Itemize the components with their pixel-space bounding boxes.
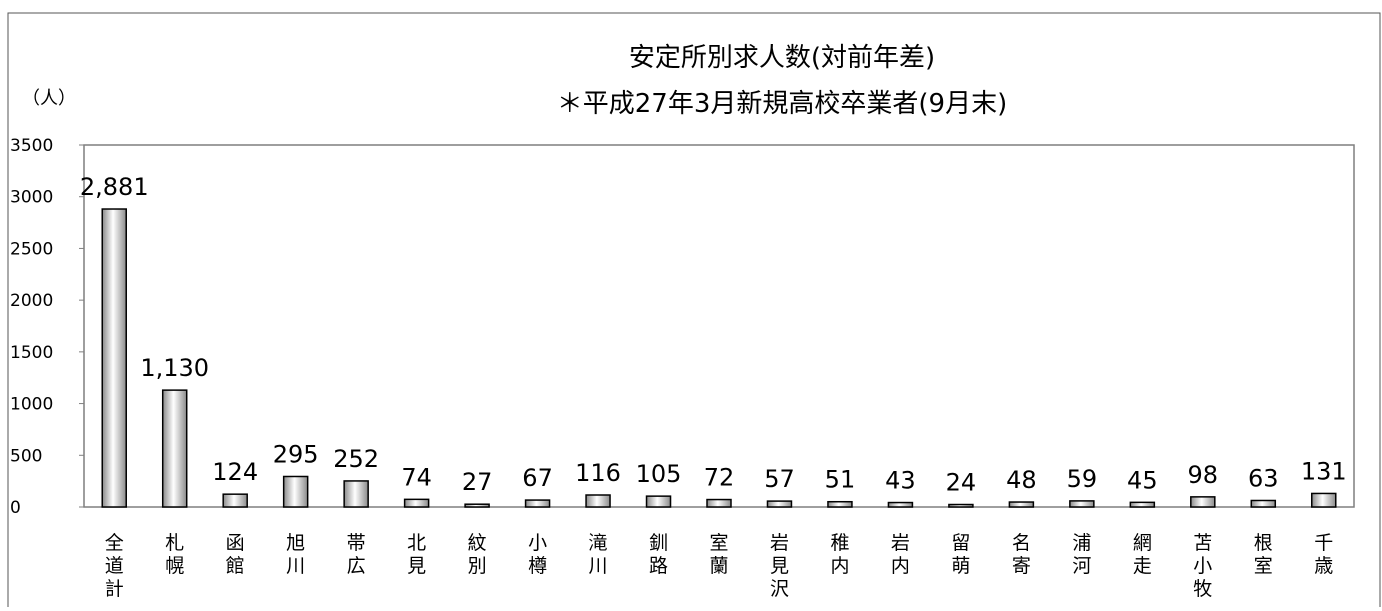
bar bbox=[343, 480, 369, 508]
x-tick-label: 旭川 bbox=[286, 532, 305, 577]
y-tick-label: 1000 bbox=[10, 395, 53, 415]
data-label: 2,881 bbox=[80, 173, 149, 201]
data-label: 105 bbox=[636, 460, 682, 488]
x-tick-label: 札幌 bbox=[165, 532, 184, 577]
bar bbox=[585, 494, 611, 508]
x-tick-label: 小樽 bbox=[528, 532, 547, 577]
data-label: 74 bbox=[401, 463, 432, 491]
y-tick-label: 3000 bbox=[10, 188, 53, 208]
bar bbox=[1008, 501, 1035, 508]
x-tick-label: 千歳 bbox=[1314, 532, 1333, 577]
data-label: 67 bbox=[522, 464, 553, 492]
data-label: 48 bbox=[1006, 466, 1037, 494]
x-tick-label: 北見 bbox=[407, 532, 426, 577]
y-tick-label: 0 bbox=[10, 498, 21, 518]
x-tick-label: 根室 bbox=[1254, 532, 1273, 577]
data-label: 72 bbox=[704, 464, 735, 492]
chart-title: 安定所別求人数(対前年差) bbox=[629, 43, 935, 73]
bars bbox=[101, 208, 1337, 508]
bar bbox=[282, 475, 309, 508]
bar bbox=[948, 503, 974, 508]
data-label: 63 bbox=[1248, 464, 1279, 492]
x-tick-label: 網走 bbox=[1133, 532, 1152, 577]
bar bbox=[1069, 500, 1095, 508]
x-tick-label: 紋別 bbox=[468, 532, 487, 577]
bar bbox=[403, 498, 430, 508]
bar bbox=[1311, 492, 1337, 508]
bar bbox=[1190, 496, 1216, 508]
bar bbox=[706, 498, 732, 508]
x-tick-label: 留萌 bbox=[951, 532, 970, 577]
bar bbox=[464, 503, 490, 508]
bar bbox=[766, 500, 793, 508]
y-tick-label: 3500 bbox=[10, 136, 53, 156]
y-axis-label: （人） bbox=[22, 88, 76, 109]
bar bbox=[1250, 499, 1277, 508]
data-label: 116 bbox=[575, 459, 621, 487]
x-tick-label: 岩内 bbox=[891, 532, 910, 577]
data-label: 295 bbox=[273, 440, 319, 468]
data-label: 57 bbox=[764, 465, 795, 493]
bar bbox=[827, 500, 853, 508]
data-labels: 2,881 1,130 124 295 252 74 27 67 116 105 72 57 51 43 2… bbox=[80, 173, 1347, 496]
x-tick-label: 岩見沢 bbox=[770, 532, 789, 600]
x-tick-label: 函館 bbox=[226, 532, 245, 577]
data-label: 59 bbox=[1067, 465, 1098, 493]
bar bbox=[1129, 501, 1156, 508]
bar bbox=[887, 501, 914, 508]
y-tick-label: 500 bbox=[10, 446, 42, 466]
data-label: 252 bbox=[333, 445, 379, 473]
data-label: 131 bbox=[1301, 457, 1347, 485]
bar bbox=[101, 208, 127, 508]
x-tick-label: 名寄 bbox=[1012, 532, 1031, 577]
data-label: 27 bbox=[462, 468, 493, 496]
chart-subtitle: ＊平成27年3月新規高校卒業者(9月末) bbox=[557, 89, 1007, 119]
x-tick-label: 苫小牧 bbox=[1193, 532, 1212, 600]
data-label: 1,130 bbox=[140, 354, 209, 382]
y-tick-label: 2500 bbox=[10, 239, 53, 259]
data-label: 24 bbox=[946, 469, 977, 497]
x-tick-label: 室蘭 bbox=[709, 532, 728, 577]
x-tick-label: 浦河 bbox=[1072, 532, 1091, 577]
x-tick-label: 帯広 bbox=[347, 532, 366, 577]
bar bbox=[222, 493, 248, 508]
x-tick-label: 滝川 bbox=[589, 532, 608, 577]
y-tick-label: 2000 bbox=[10, 291, 53, 311]
data-label: 98 bbox=[1188, 461, 1219, 489]
x-tick-label: 稚内 bbox=[830, 532, 849, 577]
y-tick-label: 1500 bbox=[10, 343, 53, 363]
bar bbox=[645, 495, 672, 508]
x-tick-label: 全道計 bbox=[105, 532, 124, 600]
bar bbox=[161, 389, 188, 508]
data-label: 43 bbox=[885, 467, 916, 495]
data-label: 51 bbox=[825, 466, 856, 494]
outer-border bbox=[7, 12, 1381, 611]
x-tick-label: 釧路 bbox=[649, 532, 668, 577]
y-axis: 0 500 1000 1500 2000 2500 3000 3500 bbox=[10, 136, 84, 518]
data-label: 124 bbox=[212, 458, 258, 486]
bar bbox=[524, 499, 551, 508]
data-label: 45 bbox=[1127, 466, 1158, 494]
